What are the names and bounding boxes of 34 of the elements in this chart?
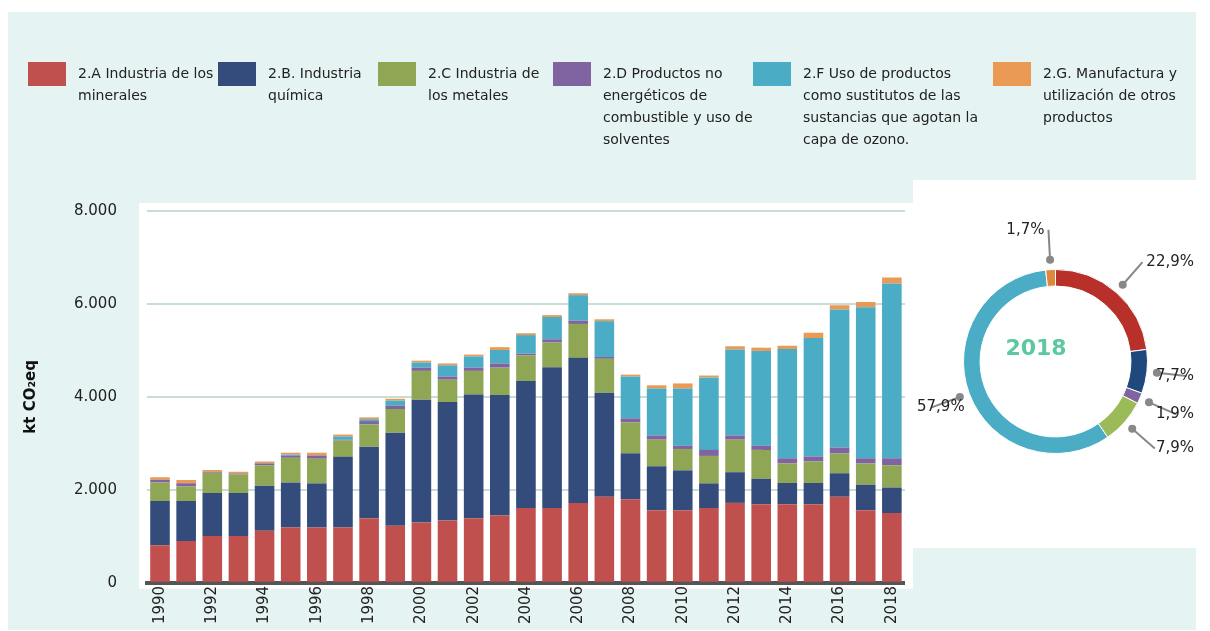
- x-tick-label: 2000: [411, 585, 430, 625]
- legend-label: 2.G. Manufactura y utilización de otros productos: [1043, 64, 1179, 127]
- y-tick-label: 0: [107, 572, 117, 591]
- x-tick-label: 1990: [149, 585, 168, 625]
- y-tick-label: 6.000: [73, 293, 117, 312]
- y-tick-label: 4.000: [73, 386, 117, 405]
- text: 2018: [1004, 335, 1068, 360]
- y-tick-label: 8.000: [73, 200, 117, 219]
- legend-label: 2.A Industria de los minerales: [78, 64, 215, 105]
- data-label: 7,7%: [1155, 365, 1194, 384]
- data-label: 1,7%: [1006, 219, 1045, 238]
- x-tick-label: 2016: [829, 585, 848, 625]
- legend-label: 2.C Industria de los metales: [428, 64, 541, 105]
- data-label: 1,9%: [1155, 404, 1194, 423]
- x-tick-label: 2014: [777, 585, 796, 625]
- legend-label: 2.B. Industria química: [268, 64, 363, 105]
- x-tick-label: 2006: [568, 585, 587, 625]
- data-label: 7,9%: [1155, 438, 1194, 457]
- y-axis-title: kt CO₂eq: [20, 360, 39, 434]
- x-tick-label: 1994: [254, 585, 273, 625]
- x-tick-label: 2004: [515, 585, 534, 625]
- x-tick-label: 2008: [620, 585, 639, 625]
- data-label: 22,9%: [1146, 252, 1194, 271]
- legend-label: 2.F Uso de productos como sustitutos de las sustancias que agotan la capa de ozono.: [803, 64, 980, 149]
- x-tick-label: 2012: [724, 585, 743, 625]
- x-tick-label: 2018: [881, 585, 900, 625]
- x-tick-label: 2010: [672, 585, 691, 625]
- y-tick-label: 2.000: [73, 479, 117, 498]
- x-tick-label: 1998: [359, 585, 377, 625]
- x-tick-label: 2002: [463, 585, 482, 625]
- x-tick-label: 1992: [202, 585, 221, 625]
- x-tick-label: 1996: [306, 585, 325, 625]
- data-label: 57,9%: [917, 397, 965, 416]
- legend-label: 2.D Productos no energéticos de combustible y uso de solventes: [603, 64, 753, 149]
